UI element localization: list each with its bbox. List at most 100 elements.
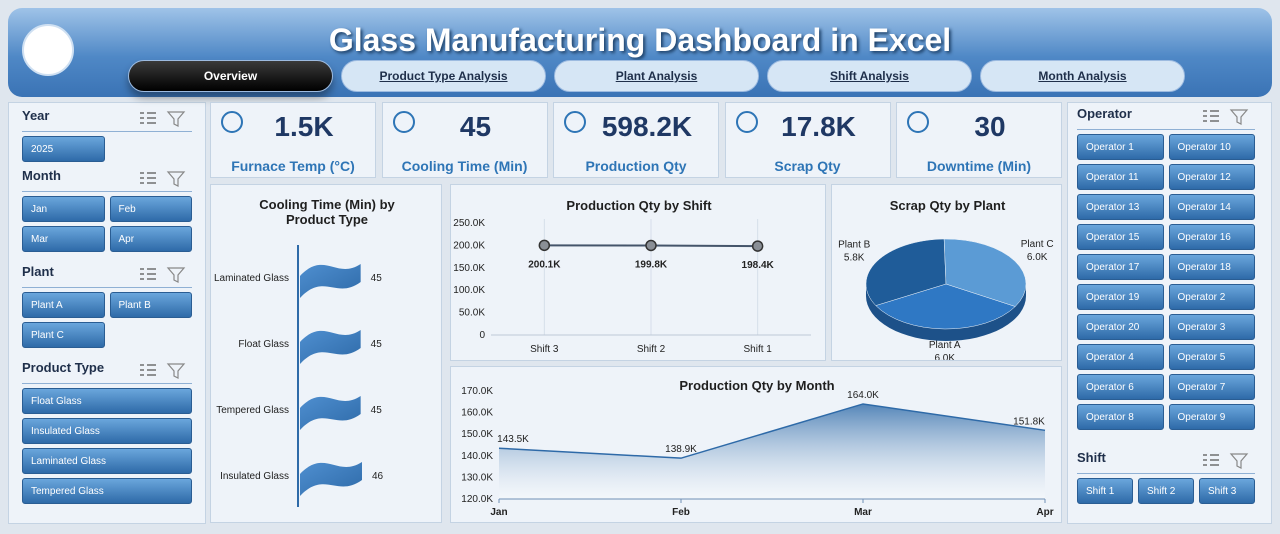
slicer-item[interactable]: Plant B	[109, 292, 192, 318]
kpi-label: Furnace Temp (°C)	[231, 158, 355, 174]
slicer-item[interactable]: Operator 10	[1168, 134, 1255, 160]
slicer-item[interactable]: Float Glass	[22, 388, 192, 414]
slicer-item[interactable]: Operator 5	[1168, 344, 1255, 370]
multi-select-icon	[140, 112, 156, 124]
x-tick-label: Apr	[1036, 507, 1053, 518]
slice-category-label: Plant B	[838, 240, 871, 251]
x-tick-label: Shift 2	[637, 344, 666, 355]
slicer-item[interactable]: Operator 17	[1077, 254, 1164, 280]
slicer-item[interactable]: Operator 19	[1077, 284, 1164, 310]
slicer-item[interactable]: Mar	[22, 226, 105, 252]
slicer-item[interactable]: Shift 3	[1199, 478, 1255, 504]
pie-slice	[865, 238, 947, 306]
bar	[300, 462, 362, 496]
bar	[300, 396, 361, 430]
point	[645, 239, 657, 252]
kpi-value: 17.8K	[781, 111, 856, 142]
multi-select-icon	[140, 268, 156, 280]
clear-filter-icon	[166, 111, 186, 127]
x-tick-label: Mar	[854, 507, 872, 518]
clear-filter-icon	[1229, 109, 1249, 125]
kpi-card: 30 Downtime (Min)	[896, 102, 1062, 178]
kpi-icon	[221, 111, 243, 133]
kpi-card: 17.8K Scrap Qty	[724, 102, 891, 178]
slicer-item[interactable]: Operator 9	[1168, 404, 1255, 430]
slicer-item[interactable]: Laminated Glass	[22, 448, 192, 474]
chart-title: Production Qty by Month	[679, 378, 835, 393]
slice-value-label: 5.8K	[844, 253, 865, 264]
slicer-item[interactable]: Operator 12	[1168, 164, 1255, 190]
slicer-item[interactable]: Operator 8	[1077, 404, 1164, 430]
value-label: 138.9K	[665, 444, 697, 455]
kpi-icon	[392, 111, 415, 133]
value-label: 45	[371, 405, 383, 416]
slicer-item[interactable]: Feb	[109, 196, 192, 222]
slicer-item[interactable]: Operator 3	[1168, 314, 1255, 340]
slicer-item[interactable]: Operator 4	[1077, 344, 1164, 370]
nav-tab[interactable]: Shift Analysis	[767, 60, 972, 92]
value-label: 199.8K	[635, 259, 668, 270]
slicer-item[interactable]: Operator 2	[1168, 284, 1255, 310]
point	[751, 240, 764, 252]
nav-tab[interactable]: Overview	[128, 60, 333, 92]
slicer-item[interactable]: Shift 2	[1138, 478, 1194, 504]
slicer-item[interactable]: Operator 1	[1077, 134, 1164, 160]
value-label: 151.8K	[1013, 416, 1045, 427]
slicer-item[interactable]: Operator 14	[1168, 194, 1255, 220]
slicer-item[interactable]: Operator 7	[1168, 374, 1255, 400]
nav-tab[interactable]: Product Type Analysis	[341, 60, 546, 92]
slicer-item[interactable]: Operator 18	[1168, 254, 1255, 280]
value-label: 46	[372, 471, 384, 482]
area	[499, 403, 1045, 499]
slicer-item[interactable]: Insulated Glass	[22, 418, 192, 444]
slicer-item[interactable]: Operator 15	[1077, 224, 1164, 250]
slicer-title: Operator	[1077, 106, 1255, 130]
y-tick-label: 140.0K	[461, 451, 493, 462]
slicer-item[interactable]: Operator 16	[1168, 224, 1255, 250]
chart: Plant A 6.0K Plant B 5.8K Plant C 6.0K	[838, 238, 1054, 360]
value-label: 164.0K	[847, 390, 879, 401]
slice-value-label: 6.0K	[934, 353, 955, 360]
y-tick-label: 120.0K	[461, 494, 493, 505]
slicer-title: Shift	[1077, 450, 1255, 474]
kpi-label: Cooling Time (Min)	[401, 158, 528, 174]
slicer-icons	[140, 267, 186, 283]
kpi-value: 598.2K	[601, 111, 693, 142]
slicer-item[interactable]: Plant A	[22, 292, 105, 318]
pie-slice	[943, 238, 1027, 307]
slicer-icons	[1203, 109, 1249, 125]
slice-category-label: Plant C	[1021, 239, 1054, 250]
slicer-item[interactable]: Apr	[109, 226, 192, 252]
slicer-title: Year	[22, 108, 192, 132]
slicer-icons	[140, 171, 186, 187]
category-label: Laminated Glass	[214, 273, 289, 284]
slicer-item[interactable]: 2025	[22, 136, 105, 162]
slicer-item[interactable]: Tempered Glass	[22, 478, 192, 504]
slicer-icons	[140, 111, 186, 127]
slicer-item[interactable]: Operator 6	[1077, 374, 1164, 400]
slicer-item[interactable]: Operator 11	[1077, 164, 1164, 190]
chart: 0 50.0K 100.0K 150.0K 200.0K 250.0K Shift 3 Shi…	[453, 218, 811, 355]
kpi-label: Downtime (Min)	[926, 158, 1032, 174]
chart-title: Production Qty by Shift	[566, 198, 712, 213]
slicer-item[interactable]: Shift 1	[1077, 478, 1133, 504]
slicer-item[interactable]: Operator 13	[1077, 194, 1164, 220]
clear-filter-icon	[166, 363, 186, 379]
kpi-card: 598.2K Production Qty	[553, 102, 719, 178]
slicer-item[interactable]: Operator 20	[1077, 314, 1164, 340]
kpi-label: Scrap Qty	[774, 158, 841, 174]
multi-select-icon	[140, 364, 156, 376]
y-tick-label: 130.0K	[461, 472, 493, 483]
slicer-item[interactable]: Jan	[22, 196, 105, 222]
bar	[300, 264, 361, 298]
y-tick-label: 150.0K	[453, 263, 485, 274]
slicer-item[interactable]: Plant C	[22, 322, 105, 348]
nav-tab[interactable]: Month Analysis	[980, 60, 1185, 92]
kpi-value: 30	[974, 111, 1006, 142]
chart: 120.0K 130.0K 140.0K 150.0K 160.0K 170.0K Jan 1…	[461, 386, 1053, 518]
value-label: 143.5K	[497, 434, 529, 445]
nav-tab[interactable]: Plant Analysis	[554, 60, 759, 92]
kpi-value: 1.5K	[274, 111, 334, 142]
kpi-value: 45	[459, 111, 492, 142]
y-tick-label: 150.0K	[461, 429, 493, 440]
